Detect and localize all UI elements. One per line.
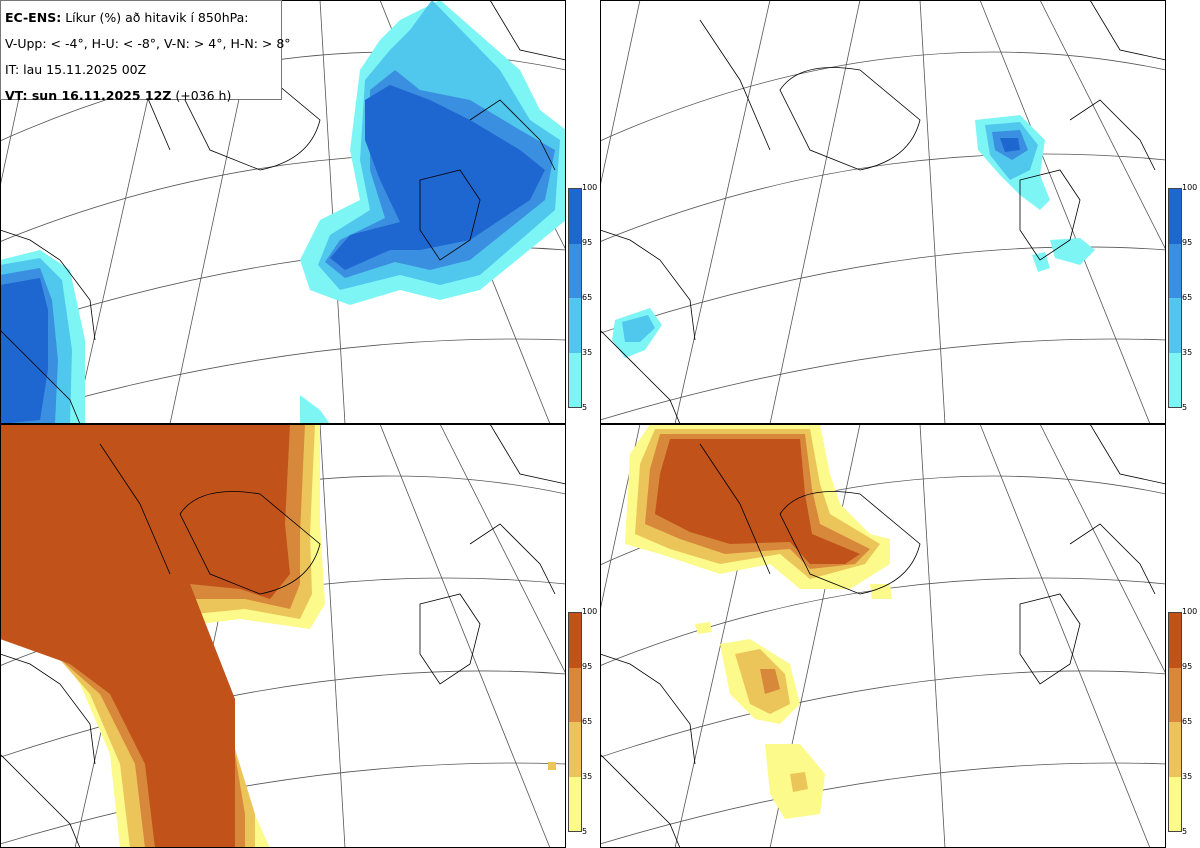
colorbar-segment: [569, 189, 581, 244]
warm-prob-field: [0, 424, 556, 848]
colorbar-segment: [569, 243, 581, 298]
colorbar-tick-label: 95: [1182, 238, 1193, 247]
colorbar-tick-label: 5: [582, 403, 588, 412]
map-cold-4-svg: [0, 0, 566, 424]
colorbar-cold-8: [1168, 188, 1182, 408]
colorbar-segment: [569, 722, 581, 777]
colorbar-tick-label: 65: [1182, 293, 1193, 302]
colorbar-segment: [569, 667, 581, 722]
map-panel-cold-8: [600, 0, 1166, 424]
colorbar-tick-label: 65: [582, 717, 593, 726]
colorbar-segment: [569, 776, 581, 831]
graticule: [600, 424, 1166, 848]
warm-prob-field: [625, 424, 892, 819]
colorbar-tick-label: 65: [582, 293, 593, 302]
colorbar-tick-label: 5: [1182, 827, 1188, 836]
coastline: [600, 424, 1166, 848]
model-label: EC-ENS:: [5, 10, 62, 25]
colorbar-tick-label: 100: [1182, 607, 1198, 616]
colorbar-tick-label: 5: [1182, 403, 1188, 412]
colorbar-tick-label: 65: [1182, 717, 1193, 726]
colorbar-segment: [1169, 722, 1181, 777]
graticule: [600, 0, 1166, 424]
colorbar-tick-label: 5: [582, 827, 588, 836]
thresholds: V-Upp: < -4°, H-U: < -8°, V-N: > 4°, H-N…: [5, 36, 291, 51]
colorbar-tick-label: 95: [1182, 662, 1193, 671]
map-warm-8-svg: [600, 424, 1166, 848]
colorbar-tick-label: 100: [582, 183, 598, 192]
map-panel-warm-4: [0, 424, 566, 848]
colorbar-segment: [569, 613, 581, 668]
colorbar-warm-8: [1168, 612, 1182, 832]
colorbar-segment: [1169, 189, 1181, 244]
coastline: [600, 0, 1166, 424]
description: Líkur (%) að hitavik í 850hPa:: [65, 10, 249, 25]
map-cold-8-svg: [600, 0, 1166, 424]
colorbar-segment: [569, 298, 581, 353]
init-time: IT: lau 15.11.2025 00Z: [5, 62, 147, 77]
colorbar-tick-label: 100: [582, 607, 598, 616]
colorbar-segment: [569, 352, 581, 407]
valid-time: VT: sun 16.11.2025 12Z: [5, 88, 172, 103]
colorbar-tick-label: 95: [582, 662, 593, 671]
colorbar-segment: [1169, 613, 1181, 668]
colorbar-segment: [1169, 776, 1181, 831]
colorbar-tick-label: 95: [582, 238, 593, 247]
title-box: EC-ENS: Líkur (%) að hitavik í 850hPa: V…: [0, 0, 291, 103]
map-panel-warm-8: [600, 424, 1166, 848]
map-warm-4-svg: [0, 424, 566, 848]
cold-prob-field: [0, 0, 566, 424]
colorbar-segment: [1169, 243, 1181, 298]
colorbar-tick-label: 35: [582, 772, 593, 781]
cold-prob-field: [612, 115, 1095, 358]
colorbar-segment: [1169, 667, 1181, 722]
map-panel-cold-4: EC-ENS: Líkur (%) að hitavik í 850hPa: V…: [0, 0, 566, 424]
colorbar-tick-label: 35: [582, 348, 593, 357]
lead-time: (+036 h): [175, 88, 232, 103]
colorbar-tick-label: 35: [1182, 772, 1193, 781]
colorbar-segment: [1169, 298, 1181, 353]
colorbar-segment: [1169, 352, 1181, 407]
colorbar-warm-4: [568, 612, 582, 832]
colorbar-cold-4: [568, 188, 582, 408]
colorbar-tick-label: 35: [1182, 348, 1193, 357]
colorbar-tick-label: 100: [1182, 183, 1198, 192]
coastline: [0, 424, 566, 848]
